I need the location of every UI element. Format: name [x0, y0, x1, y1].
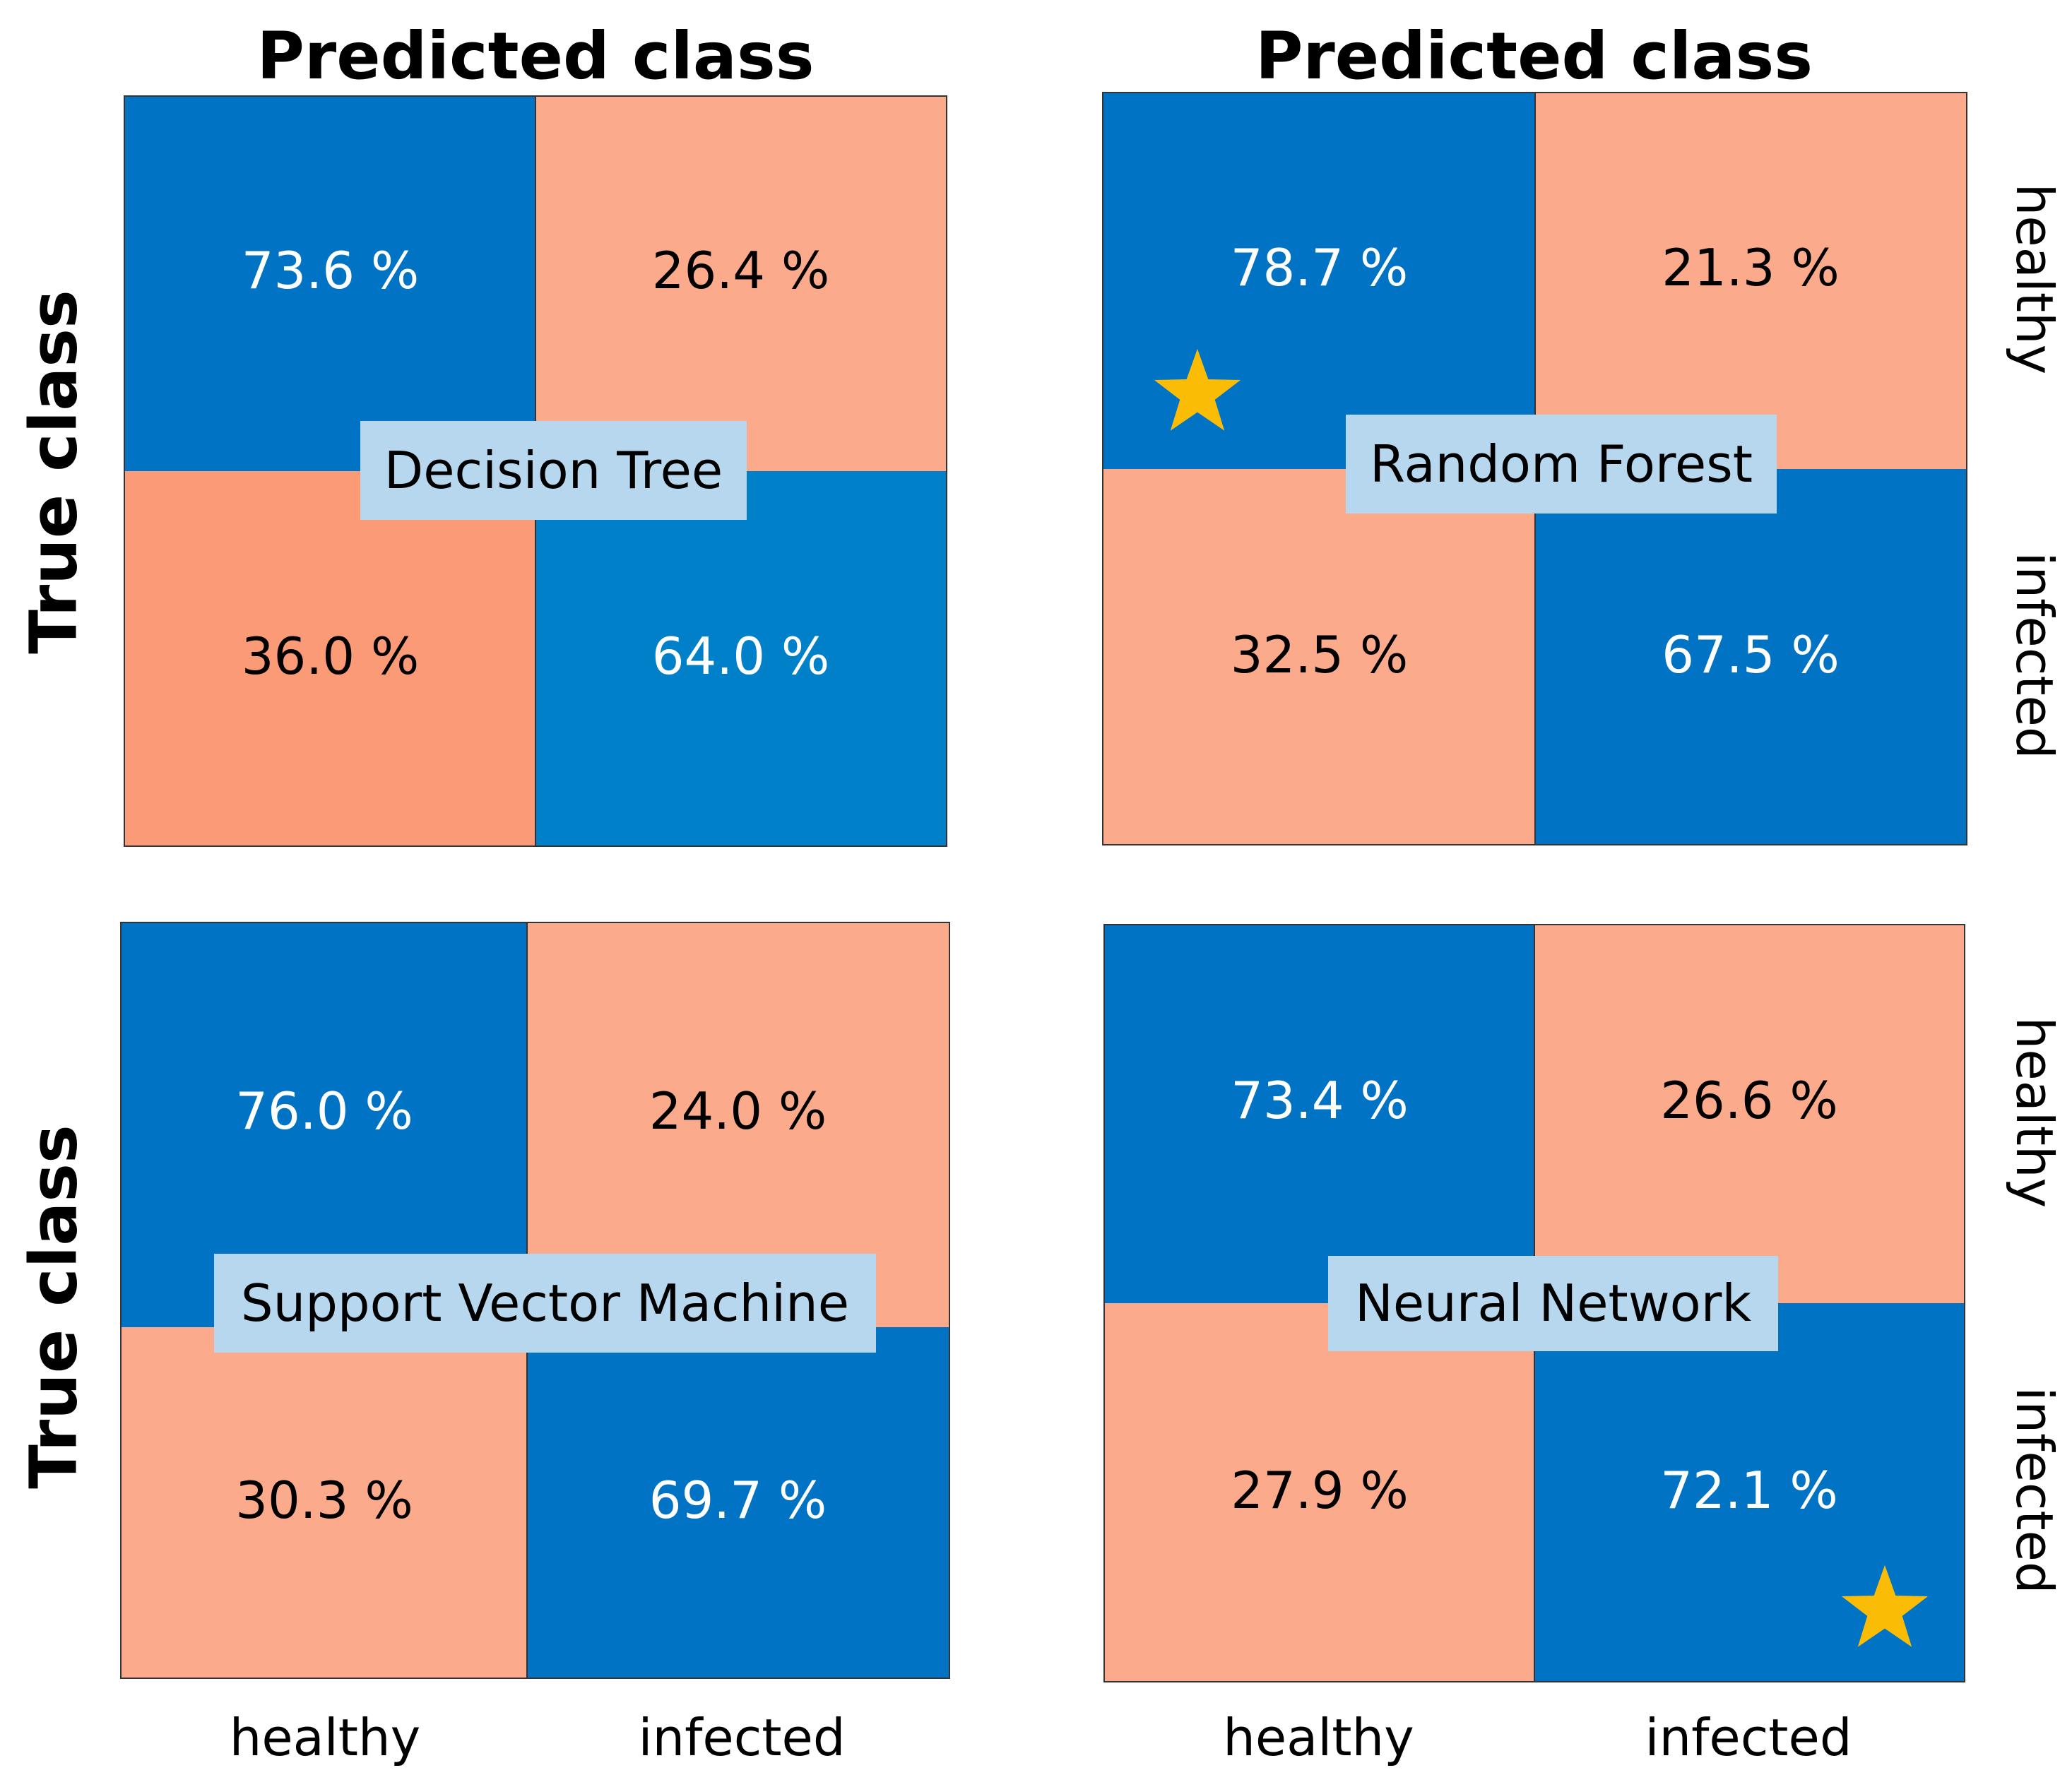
cell-decision-tree-healthy-healthy: 73.6 % [125, 97, 535, 471]
cell-value-random-forest-healthy-healthy: 78.7 % [1230, 238, 1409, 297]
cell-value-neural-network-healthy-healthy: 73.4 % [1231, 1071, 1409, 1130]
cell-decision-tree-healthy-infected: 26.4 % [535, 97, 946, 471]
col-label-infected-left: infected [638, 1708, 846, 1767]
row-label-healthy-bottom-text: healthy [2005, 1016, 2064, 1209]
row-label-healthy-top-text: healthy [2005, 183, 2064, 375]
cell-value-decision-tree-infected-healthy: 36.0 % [241, 627, 420, 686]
predicted-class-title-right: Predicted class [1255, 18, 1813, 94]
cell-value-decision-tree-healthy-healthy: 73.6 % [241, 241, 420, 300]
predicted-class-title-left: Predicted class [256, 18, 815, 94]
model-label-random-forest: Random Forest [1346, 415, 1777, 513]
col-label-healthy-right: healthy [1223, 1708, 1414, 1767]
cell-value-support-vector-machine-infected-healthy: 30.3 % [235, 1471, 413, 1530]
cell-decision-tree-infected-healthy: 36.0 % [125, 471, 535, 845]
col-label-healthy-left: healthy [229, 1708, 421, 1767]
cell-value-support-vector-machine-healthy-infected: 24.0 % [649, 1081, 827, 1141]
model-label-neural-network: Neural Network [1328, 1256, 1778, 1351]
cell-value-random-forest-healthy-infected: 21.3 % [1662, 238, 1840, 297]
cell-neural-network-healthy-healthy: 73.4 % [1105, 925, 1534, 1303]
model-label-support-vector-machine: Support Vector Machine [214, 1254, 876, 1353]
true-class-title-bottom-text: True class [16, 1124, 92, 1489]
cell-random-forest-infected-healthy: 32.5 % [1103, 469, 1535, 844]
cell-value-neural-network-infected-infected: 72.1 % [1660, 1461, 1838, 1520]
cell-value-neural-network-infected-healthy: 27.9 % [1231, 1461, 1409, 1520]
row-label-infected-bottom-text: infected [2005, 1387, 2064, 1594]
cell-value-random-forest-infected-infected: 67.5 % [1662, 625, 1840, 684]
confusion-matrix-random-forest: 78.7 % 21.3 % 32.5 % 67.5 % [1102, 92, 1967, 845]
star-icon-random-forest [1154, 348, 1241, 431]
cell-value-neural-network-healthy-infected: 26.6 % [1660, 1071, 1838, 1130]
cell-value-decision-tree-infected-infected: 64.0 % [651, 627, 830, 686]
cell-decision-tree-infected-infected: 64.0 % [535, 471, 946, 845]
confusion-matrix-decision-tree: 73.6 % 26.4 % 36.0 % 64.0 % [124, 95, 947, 847]
cell-support-vector-machine-infected-healthy: 30.3 % [122, 1327, 527, 1678]
cell-value-decision-tree-healthy-infected: 26.4 % [651, 241, 830, 300]
true-class-title-top-text: True class [16, 290, 92, 654]
cell-value-random-forest-infected-healthy: 32.5 % [1230, 625, 1409, 684]
star-icon-neural-network [1841, 1565, 1929, 1647]
cell-random-forest-healthy-infected: 21.3 % [1535, 93, 1966, 469]
row-label-infected-top-text: infected [2005, 552, 2064, 759]
cell-neural-network-infected-healthy: 27.9 % [1105, 1303, 1534, 1681]
model-label-decision-tree: Decision Tree [360, 421, 747, 520]
cell-value-support-vector-machine-healthy-healthy: 76.0 % [235, 1081, 413, 1141]
cell-random-forest-infected-infected: 67.5 % [1535, 469, 1966, 844]
cell-random-forest-healthy-healthy: 78.7 % [1103, 93, 1535, 469]
cell-support-vector-machine-infected-infected: 69.7 % [527, 1327, 949, 1678]
cell-value-support-vector-machine-infected-infected: 69.7 % [649, 1471, 827, 1530]
col-label-infected-right: infected [1645, 1708, 1852, 1767]
cell-neural-network-healthy-infected: 26.6 % [1534, 925, 1964, 1303]
